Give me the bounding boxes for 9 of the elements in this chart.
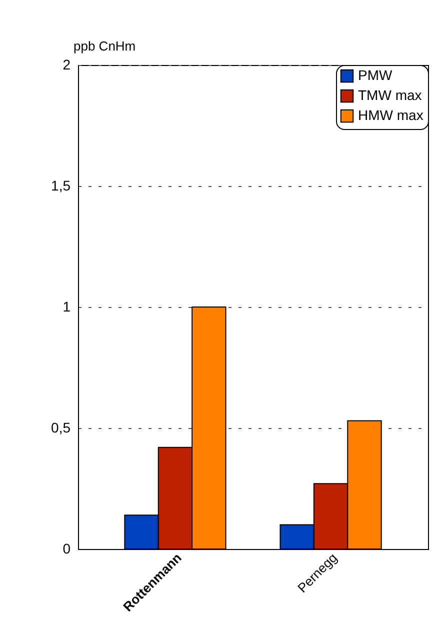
- y-tick-label: 0,5: [51, 420, 71, 436]
- y-tick-label: 2: [62, 56, 71, 72]
- y-tick-label: 1: [62, 298, 71, 314]
- legend-label: PMW: [358, 67, 393, 83]
- y-tick-label: 0: [62, 540, 71, 556]
- legend-label: HMW max: [358, 107, 424, 123]
- y-axis-title: ppb CnHm: [74, 38, 136, 54]
- y-tick-label: 1,5: [51, 178, 71, 194]
- legend-label: TMW max: [358, 87, 422, 103]
